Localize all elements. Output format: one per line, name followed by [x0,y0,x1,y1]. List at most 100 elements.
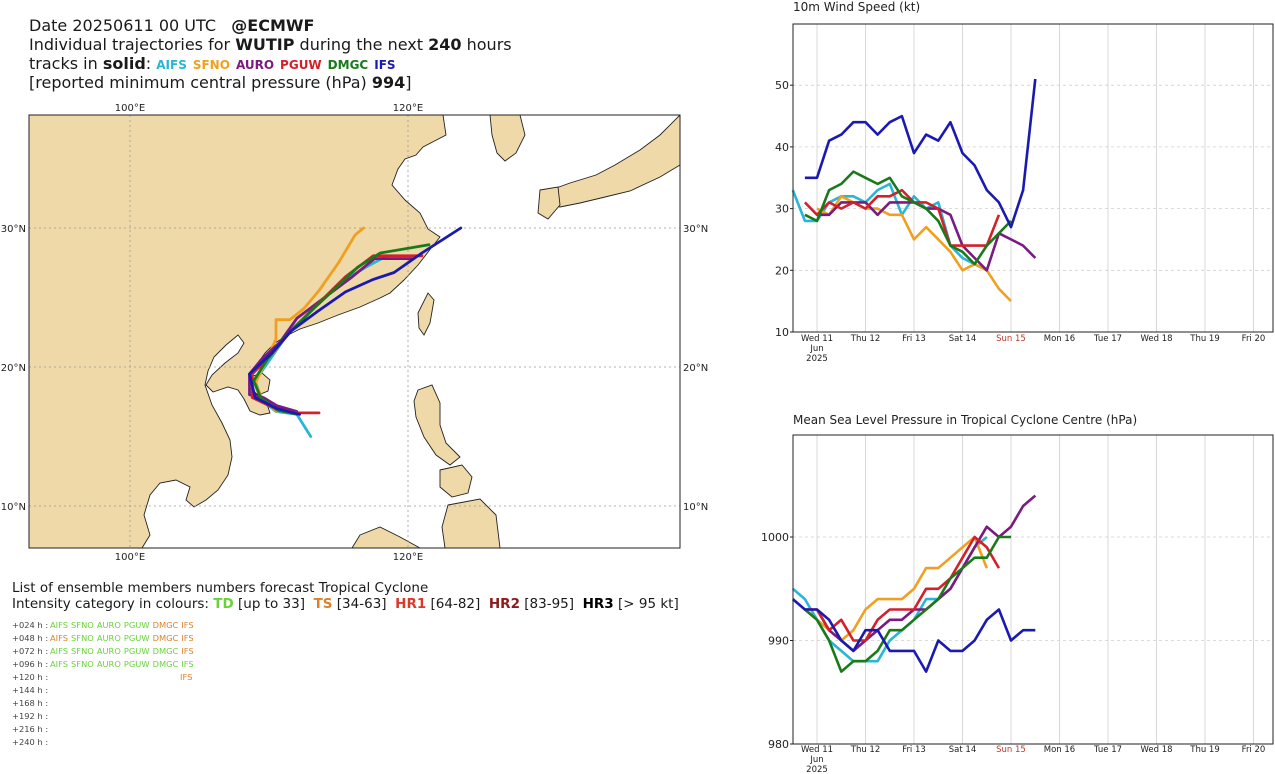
lead-time-label: +096 h : [12,659,49,669]
x-tick-label: Thu 12 [850,334,880,344]
wind-series-aifs [791,182,988,272]
x-tick-label: Thu 19 [1189,334,1219,344]
x-tick-label: Wed 18 [1140,745,1172,755]
lead-time-label: +168 h : [12,698,49,708]
land-mainland [29,115,447,548]
lead-time-label: +120 h : [12,672,49,682]
x-tick-label: Fri 20 [1242,334,1266,344]
x-tick-label: Wed 18 [1140,334,1172,344]
lat-label-right: 30°N [683,224,708,235]
pressure-chart-title: Mean Sea Level Pressure in Tropical Cycl… [793,413,1137,427]
x-tick-label: Thu 19 [1189,745,1219,755]
member-auro: AURO [96,633,121,643]
mslp-series-ifs [791,598,1036,673]
pressure-frame [792,434,1274,745]
member-aifs: AIFS [50,620,69,630]
category-ts: TS [313,596,333,612]
lead-time-row: +120 h : IFS [12,671,197,684]
mslp-series-dmgc [804,535,1011,673]
track-auro [248,257,414,413]
legend-model-aifs: AIFS [156,58,187,72]
mslp-series-pguw [804,535,1001,642]
pressure-chart: Mean Sea Level Pressure in Tropical Cycl… [761,413,1274,774]
x-tick-label: Wed 11 [801,334,833,344]
y-tick-label: 30 [775,203,789,216]
member-dmgc: DMGC [152,620,179,630]
x-tick-label: Mon 16 [1044,745,1075,755]
lon-label-top: 120°E [393,103,423,114]
x-axis-year: 2025 [806,354,828,364]
lead-time-row: +072 h : AIFS SFNO AURO PGUW DMGC IFS [12,645,197,658]
lead-time-label: +024 h : [12,620,49,630]
map-frame [28,114,681,549]
lat-label-left: 20°N [1,363,26,374]
wind-frame [792,23,1274,333]
pressure-line: [reported minimum central pressure (hPa)… [29,73,411,92]
tracks-prefix: tracks in [29,54,98,73]
category-range: [83-95] [519,596,583,612]
x-tick-label: Sun 15 [996,334,1026,344]
traj-prefix: Individual trajectories for [29,35,231,54]
x-tick-label: Tue 17 [1093,334,1122,344]
wind-axes: 10 20 30 40 50 Wed 11 Thu 12 Fri 13 Sat 14 Sun 15… [775,79,1265,364]
member-aifs: AIFS [50,633,69,643]
lead-time-label: +048 h : [12,633,49,643]
lead-time-label: +144 h : [12,685,49,695]
y-tick-label: 20 [775,264,789,277]
member-ifs: IFS [181,659,194,669]
land-visayas [439,464,473,498]
wind-series-dmgc [804,170,1012,266]
traj-suffix: hours [466,35,512,54]
lon-label-bottom: 100°E [115,552,145,563]
lead-time-label: +192 h : [12,711,49,721]
track-ifs [248,226,463,416]
credit-text: @ECMWF [231,16,315,35]
lead-time-label: +072 h : [12,646,49,656]
intensity-prefix: Intensity category in colours: [12,596,209,612]
y-tick-label: 50 [775,79,789,92]
land-korea [489,115,526,162]
land-kyushu [537,186,561,220]
member-aifs: AIFS [50,646,69,656]
legend-model-sfno: SFNO [192,58,230,72]
x-tick-label: Fri 20 [1242,745,1266,755]
member-dmgc: DMGC [152,633,179,643]
x-tick-label: Mon 16 [1044,334,1075,344]
lead-time-row: +168 h : [12,697,197,710]
x-tick-label: Thu 12 [850,745,880,755]
land-luzon [413,384,461,466]
wind-series [791,78,1037,303]
member-auro: AURO [96,659,121,669]
member-table: +024 h : AIFS SFNO AURO PGUW DMGC IFS +048 h :A… [12,619,197,749]
lead-time-label: +216 h : [12,724,49,734]
track-map: 100°E 100°E 120°E 120°E 30°N 30°N 20°N 20°N 10°N… [1,103,708,563]
storm-name: WUTIP [235,35,295,54]
x-tick-label: Wed 11 [801,745,833,755]
member-pguw: PGUW [123,646,150,656]
tracks-style: solid [102,54,146,73]
y-tick-label: 990 [768,635,789,648]
land-borneo [351,526,421,548]
lead-time-row: +240 h : [12,736,197,749]
member-dmgc: DMGC [152,659,179,669]
category-range: [up to 33] [233,596,314,612]
x-tick-label: Fri 13 [902,334,926,344]
traj-mid: during the next [299,35,424,54]
legend-model-auro: AURO [235,58,275,72]
category-range: [34-63] [332,596,396,612]
land-mindanao [441,498,501,548]
member-aifs: AIFS [50,659,69,669]
land-group [29,115,680,548]
wind-chart-title: 10m Wind Speed (kt) [793,0,920,14]
member-sfno: SFNO [71,620,94,630]
wind-speed-chart: 10m Wind Speed (kt) 10 20 30 40 50 Wed 11 Thu … [775,0,1274,364]
map-tracks [248,226,463,438]
tracks-colon: : [145,54,152,73]
wind-series-pguw [803,188,1001,247]
category-hr2: HR2 [488,596,520,612]
lon-label-bottom: 120°E [393,552,423,563]
lead-time-row: +096 h : AIFS SFNO AURO PGUW DMGC IFS [12,658,197,671]
lead-time-row: +216 h : [12,723,197,736]
tracks-line: tracks in solid: AIFS SFNO AURO PGUW DMGC IFS [29,54,402,75]
member-ifs: IFS [180,672,193,682]
